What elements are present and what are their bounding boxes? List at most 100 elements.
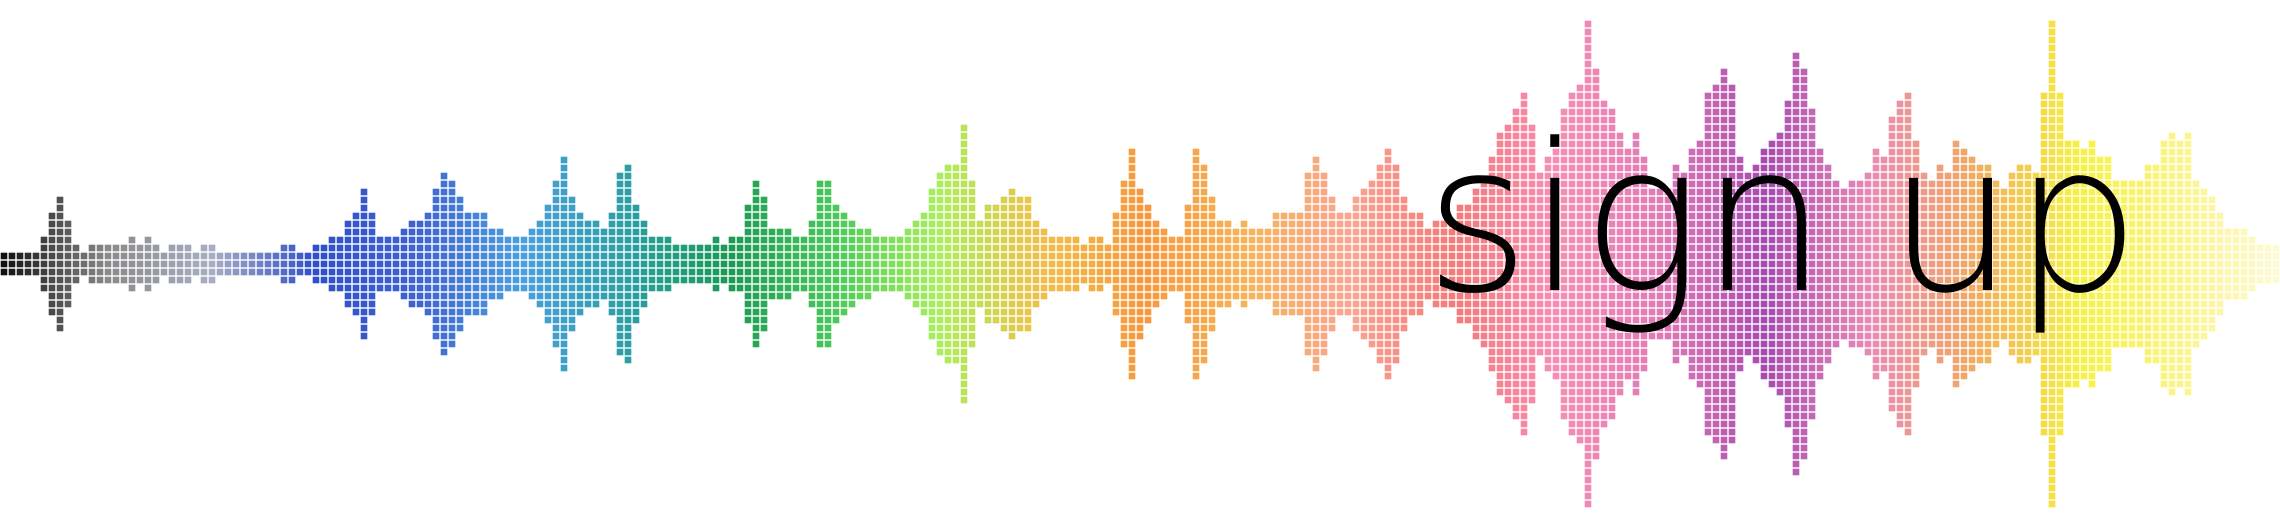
waveform-pixel <box>832 284 840 292</box>
waveform-pixel <box>1864 276 1872 284</box>
waveform-pixel <box>1528 204 1536 212</box>
waveform-pixel <box>584 292 592 300</box>
waveform-pixel <box>2216 268 2224 276</box>
waveform-pixel <box>2048 404 2056 412</box>
waveform-pixel <box>1584 348 1592 356</box>
waveform-pixel <box>1616 372 1624 380</box>
waveform-pixel <box>1032 236 1040 244</box>
waveform-pixel <box>1856 268 1864 276</box>
waveform-pixel <box>1672 308 1680 316</box>
waveform-pixel <box>328 244 336 252</box>
waveform-pixel <box>784 236 792 244</box>
waveform-pixel <box>1832 188 1840 196</box>
waveform-pixel <box>1816 196 1824 204</box>
waveform-pixel <box>2088 196 2096 204</box>
waveform-pixel <box>352 220 360 228</box>
waveform-pixel <box>2240 252 2248 260</box>
waveform-pixel <box>2008 252 2016 260</box>
waveform-pixel <box>1632 348 1640 356</box>
waveform-pixel <box>1312 308 1320 316</box>
waveform-pixel <box>1768 276 1776 284</box>
waveform-pixel <box>1552 164 1560 172</box>
waveform-pixel <box>2080 236 2088 244</box>
waveform-pixel <box>1800 172 1808 180</box>
waveform-pixel <box>2040 188 2048 196</box>
waveform-pixel <box>584 268 592 276</box>
waveform-pixel <box>1320 308 1328 316</box>
waveform-pixel <box>2032 252 2040 260</box>
waveform-pixel <box>1792 100 1800 108</box>
waveform-pixel <box>2136 284 2144 292</box>
waveform-pixel <box>1128 236 1136 244</box>
waveform-pixel <box>2232 260 2240 268</box>
waveform-pixel <box>1696 260 1704 268</box>
waveform-pixel <box>1512 396 1520 404</box>
waveform-pixel <box>1792 116 1800 124</box>
waveform-pixel <box>2024 324 2032 332</box>
waveform-pixel <box>456 268 464 276</box>
waveform-pixel <box>1624 220 1632 228</box>
waveform-pixel <box>2144 340 2152 348</box>
waveform-pixel <box>312 276 320 284</box>
waveform-pixel <box>1376 332 1384 340</box>
waveform-pixel <box>816 220 824 228</box>
waveform-pixel <box>64 252 72 260</box>
waveform-pixel <box>1200 260 1208 268</box>
waveform-pixel <box>1576 316 1584 324</box>
waveform-pixel <box>1736 316 1744 324</box>
waveform-pixel <box>1488 172 1496 180</box>
waveform-pixel <box>920 236 928 244</box>
waveform-pixel <box>1760 188 1768 196</box>
waveform-pixel <box>2048 348 2056 356</box>
waveform-pixel <box>744 204 752 212</box>
waveform-pixel <box>2104 340 2112 348</box>
waveform-pixel <box>1584 236 1592 244</box>
waveform-pixel <box>968 196 976 204</box>
waveform-pixel <box>2056 420 2064 428</box>
waveform-pixel <box>992 276 1000 284</box>
waveform-pixel <box>2024 196 2032 204</box>
waveform-pixel <box>1512 372 1520 380</box>
waveform-pixel <box>1488 292 1496 300</box>
waveform-pixel <box>1504 332 1512 340</box>
waveform-pixel <box>1480 228 1488 236</box>
waveform-pixel <box>1792 108 1800 116</box>
waveform-pixel <box>1896 172 1904 180</box>
waveform-pixel <box>1128 148 1136 156</box>
waveform-pixel <box>632 236 640 244</box>
waveform-pixel <box>2192 220 2200 228</box>
waveform-pixel <box>1696 140 1704 148</box>
waveform-pixel <box>1320 228 1328 236</box>
waveform-pixel <box>704 260 712 268</box>
waveform-pixel <box>984 284 992 292</box>
waveform-pixel <box>1912 372 1920 380</box>
waveform-pixel <box>1112 292 1120 300</box>
waveform-pixel <box>1736 172 1744 180</box>
waveform-pixel <box>2056 212 2064 220</box>
waveform-pixel <box>1232 252 1240 260</box>
waveform-pixel <box>1672 212 1680 220</box>
waveform-pixel <box>1752 292 1760 300</box>
waveform-pixel <box>1504 156 1512 164</box>
waveform-pixel <box>2080 156 2088 164</box>
waveform-pixel <box>2248 284 2256 292</box>
waveform-pixel <box>1200 228 1208 236</box>
waveform-pixel <box>856 244 864 252</box>
waveform-pixel <box>544 308 552 316</box>
waveform-pixel <box>1472 300 1480 308</box>
waveform-pixel <box>1032 220 1040 228</box>
waveform-pixel <box>1112 260 1120 268</box>
waveform-pixel <box>1784 284 1792 292</box>
waveform-pixel <box>2168 236 2176 244</box>
waveform-pixel <box>1000 324 1008 332</box>
waveform-pixel <box>968 260 976 268</box>
waveform-pixel <box>624 188 632 196</box>
waveform-pixel <box>1816 372 1824 380</box>
waveform-pixel <box>1576 268 1584 276</box>
waveform-pixel <box>1664 324 1672 332</box>
waveform-pixel <box>1760 364 1768 372</box>
waveform-pixel <box>1592 276 1600 284</box>
waveform-pixel <box>2128 260 2136 268</box>
waveform-pixel <box>1872 284 1880 292</box>
